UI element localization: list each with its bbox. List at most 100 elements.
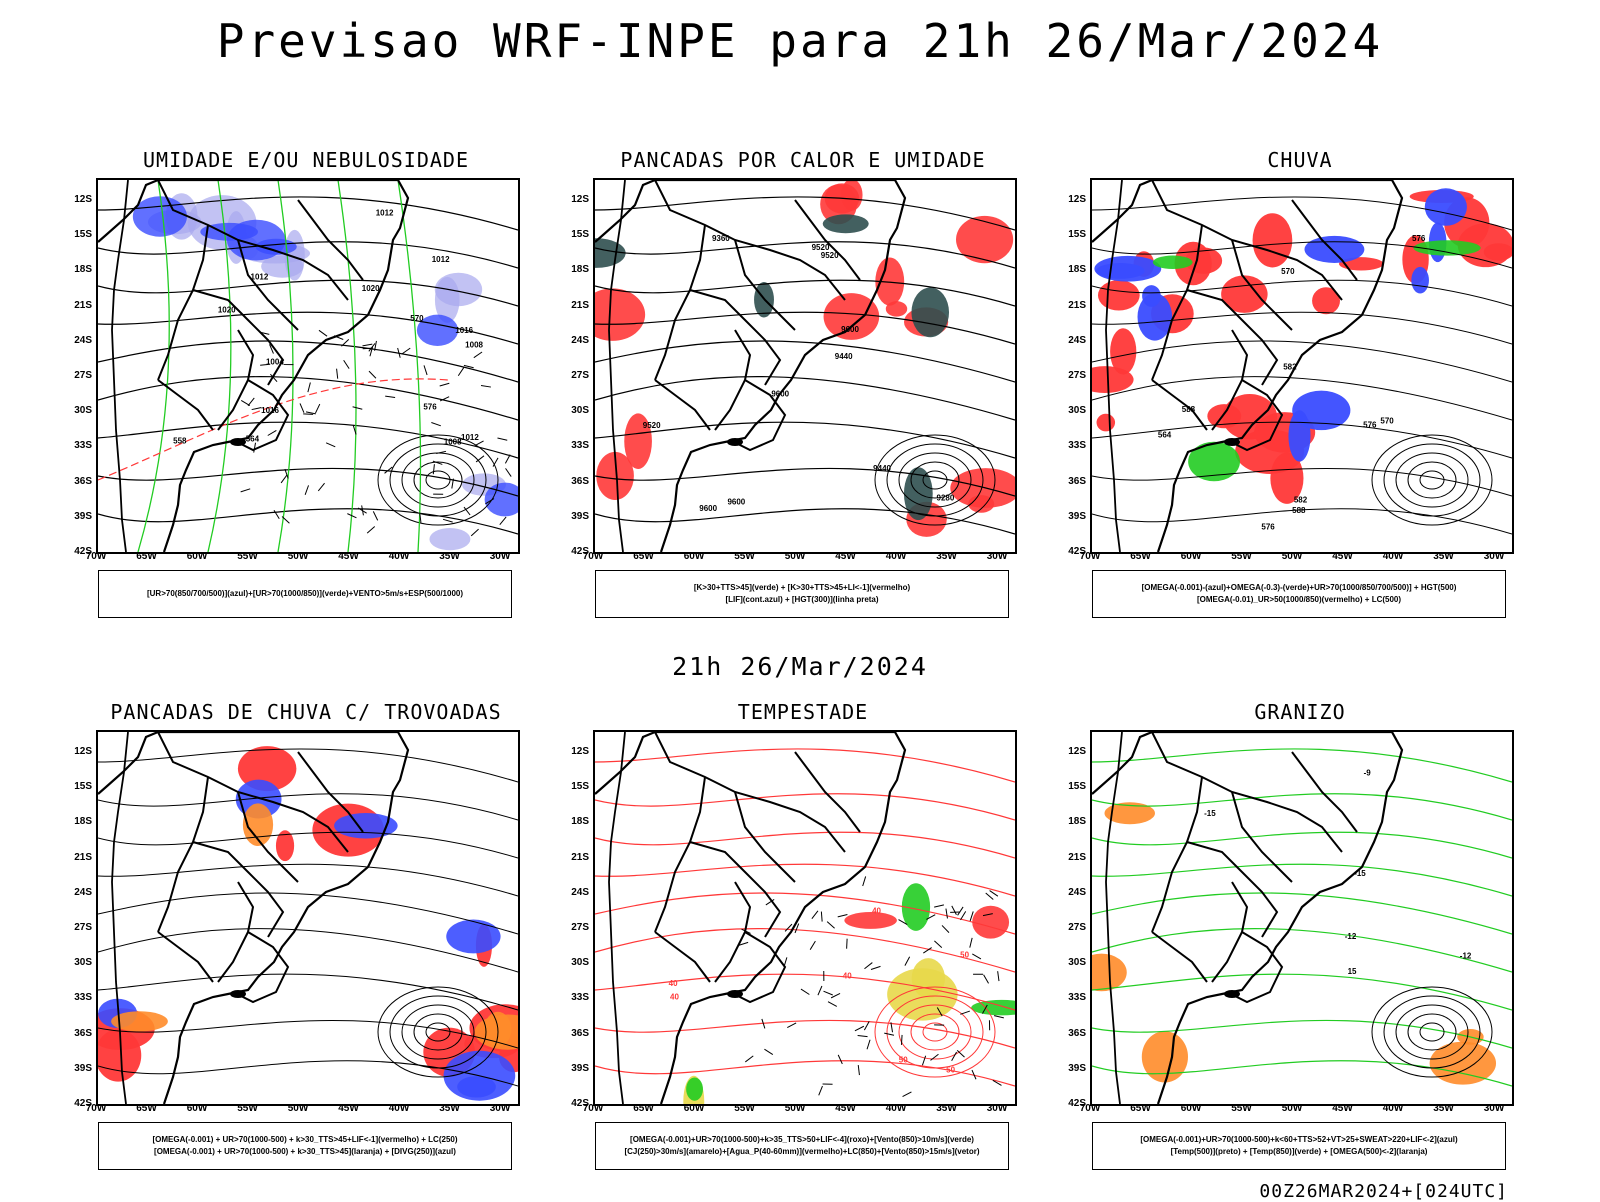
longitude-label: 55W [233, 551, 263, 562]
panel-legend: [OMEGA(-0.001)+UR>70(1000-500)+k<60+TTS>… [1092, 1122, 1506, 1170]
latitude-label: 21S [1058, 852, 1086, 863]
latitude-label: 39S [1058, 1063, 1086, 1074]
contour-label: -15 [1204, 809, 1216, 818]
legend-line: [UR>70(850/700/500)](azul)+[UR>70(1000/8… [147, 588, 463, 600]
longitude-label: 35W [435, 551, 465, 562]
longitude-label: 50W [283, 551, 313, 562]
contour-label: 564 [246, 435, 260, 444]
contour-label: 40 [872, 907, 881, 916]
latitude-label: 24S [1058, 887, 1086, 898]
contour-label: 576 [1261, 522, 1275, 531]
latitude-label: 24S [561, 887, 589, 898]
contour-label: 9440 [873, 464, 891, 473]
run-footer: 00Z26MAR2024+[024UTC] [1259, 1181, 1508, 1202]
latitude-label: 18S [64, 264, 92, 275]
legend-line: [OMEGA(-0.001)-(azul)+OMEGA(-0.3)-(verde… [1142, 582, 1457, 594]
legend-line: [Temp(500)](preto) + [Temp(850)](verde) … [1171, 1146, 1428, 1158]
latitude-label: 18S [561, 264, 589, 275]
latitude-label: 12S [561, 194, 589, 205]
contour-label: 9520 [821, 251, 839, 260]
latitude-label: 21S [1058, 300, 1086, 311]
latitude-label: 39S [561, 511, 589, 522]
longitude-label: 55W [233, 1103, 263, 1114]
longitude-label: 40W [384, 1103, 414, 1114]
valid-time-subtitle: 21h 26/Mar/2024 [0, 652, 1600, 681]
longitude-label: 65W [132, 551, 162, 562]
latitude-label: 12S [1058, 194, 1086, 205]
contour-label: 582 [1294, 496, 1308, 505]
main-title: Previsao WRF-INPE para 21h 26/Mar/2024 [0, 14, 1600, 68]
longitude-label: 45W [334, 551, 364, 562]
contour-label: 1016 [261, 406, 279, 415]
contour-label: 9520 [643, 421, 661, 430]
longitude-label: 60W [182, 1103, 212, 1114]
latitude-label: 21S [64, 300, 92, 311]
latitude-label: 33S [64, 992, 92, 1003]
latitude-label: 27S [561, 370, 589, 381]
latitude-label: 39S [1058, 511, 1086, 522]
legend-line: [OMEGA(-0.001)+UR>70(1000-500)+k<60+TTS>… [1140, 1134, 1457, 1146]
panel-legend: [UR>70(850/700/500)](azul)+[UR>70(1000/8… [98, 570, 512, 618]
longitude-label: 70W [81, 551, 111, 562]
longitude-label: 40W [1378, 1103, 1408, 1114]
latitude-label: 36S [561, 1028, 589, 1039]
contour-label: 9600 [771, 389, 789, 398]
longitude-label: 45W [1328, 551, 1358, 562]
contour-label: 570 [1281, 267, 1295, 276]
contour-label: 582 [1283, 362, 1297, 371]
longitude-label: 70W [1075, 551, 1105, 562]
latitude-label: 27S [561, 922, 589, 933]
longitude-label: 60W [679, 1103, 709, 1114]
latitude-label: 12S [1058, 746, 1086, 757]
panel-title: UMIDADE E/OU NEBULOSIDADE [91, 148, 521, 172]
longitude-label: 70W [1075, 1103, 1105, 1114]
longitude-label: 30W [485, 551, 515, 562]
latitude-label: 27S [1058, 370, 1086, 381]
panel-title: PANCADAS DE CHUVA C/ TROVOADAS [91, 700, 521, 724]
contour-label: 1020 [362, 284, 380, 293]
contour-label: 15 [1348, 967, 1357, 976]
contour-label: 1012 [376, 208, 394, 217]
longitude-label: 70W [578, 1103, 608, 1114]
contour-label: 576 [423, 403, 437, 412]
latitude-label: 36S [1058, 476, 1086, 487]
longitude-label: 65W [1126, 1103, 1156, 1114]
longitude-label: 50W [780, 1103, 810, 1114]
latitude-label: 27S [1058, 922, 1086, 933]
contour-label: 9600 [727, 498, 745, 507]
longitude-label: 55W [730, 551, 760, 562]
legend-line: [OMEGA(-0.001) + UR>70(1000-500) + k>30_… [154, 1146, 456, 1158]
longitude-label: 65W [132, 1103, 162, 1114]
latitude-label: 21S [561, 300, 589, 311]
latitude-label: 15S [561, 229, 589, 240]
longitude-label: 30W [1479, 1103, 1509, 1114]
longitude-label: 30W [1479, 551, 1509, 562]
longitude-label: 65W [1126, 551, 1156, 562]
latitude-label: 30S [64, 957, 92, 968]
legend-line: [LIF](cont.azul) + [HGT(300)](linha pret… [725, 594, 878, 606]
longitude-label: 65W [629, 551, 659, 562]
latitude-label: 12S [64, 746, 92, 757]
contour-label: 9360 [712, 234, 730, 243]
longitude-label: 50W [780, 551, 810, 562]
latitude-label: 12S [561, 746, 589, 757]
longitude-label: 45W [334, 1103, 364, 1114]
contour-label: 40 [669, 979, 678, 988]
latitude-label: 39S [64, 1063, 92, 1074]
longitude-label: 65W [629, 1103, 659, 1114]
panel-title: CHUVA [1085, 148, 1515, 172]
latitude-label: 36S [64, 1028, 92, 1039]
contour-label: 50 [946, 1066, 955, 1075]
contour-label: 1004 [266, 358, 284, 367]
latitude-label: 30S [1058, 405, 1086, 416]
longitude-label: 40W [1378, 551, 1408, 562]
longitude-label: 70W [578, 551, 608, 562]
latitude-label: 30S [1058, 957, 1086, 968]
latitude-label: 24S [64, 887, 92, 898]
contour-label: -9 [1364, 769, 1372, 778]
latitude-label: 33S [64, 440, 92, 451]
